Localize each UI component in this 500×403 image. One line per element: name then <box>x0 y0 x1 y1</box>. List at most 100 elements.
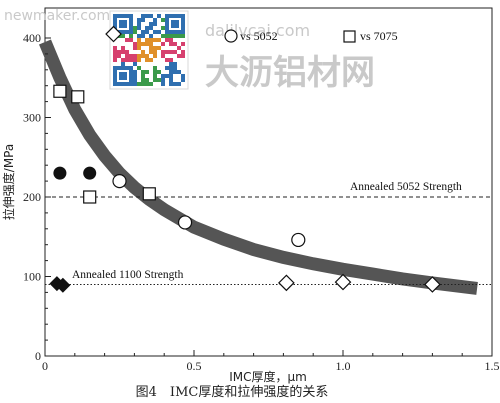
qr-module <box>149 22 153 26</box>
qr-module <box>117 54 121 58</box>
qr-module <box>125 54 129 58</box>
legend-label-5052: vs 5052 <box>240 29 278 43</box>
qr-module <box>169 62 173 66</box>
qr-module <box>141 42 145 46</box>
x-tick-label: 0 <box>42 359 48 373</box>
qr-module <box>157 30 161 34</box>
qr-module <box>137 54 141 58</box>
qr-module <box>169 50 173 54</box>
qr-module <box>169 82 173 86</box>
qr-module <box>113 50 117 54</box>
qr-module <box>121 58 125 62</box>
qr-module <box>161 74 165 78</box>
qr-module <box>161 50 165 54</box>
qr-module <box>137 46 141 50</box>
qr-module <box>141 82 145 86</box>
qr-module <box>125 50 129 54</box>
point-5052 <box>112 174 127 189</box>
qr-module <box>157 46 161 50</box>
y-tick-label: 0 <box>35 349 41 363</box>
qr-module <box>173 82 177 86</box>
point-filled-diamond <box>55 277 71 293</box>
qr-module <box>153 46 157 50</box>
qr-module <box>165 58 169 62</box>
qr-module <box>165 74 169 78</box>
qr-finder-core <box>171 20 179 28</box>
plot-frame <box>44 7 493 357</box>
qr-module <box>173 70 177 74</box>
legend-marker-7075 <box>343 30 356 43</box>
qr-module <box>121 50 125 54</box>
qr-module <box>173 50 177 54</box>
qr-module <box>165 38 169 42</box>
qr-module <box>181 74 185 78</box>
qr-module <box>113 46 117 50</box>
qr-module <box>177 46 181 50</box>
qr-module <box>157 38 161 42</box>
point-open-diamond <box>278 274 295 292</box>
qr-module <box>133 78 137 82</box>
qr-module <box>149 38 153 42</box>
qr-module <box>153 74 157 78</box>
qr-module <box>141 74 145 78</box>
qr-module <box>137 58 141 62</box>
x-tick-label: 1.0 <box>336 359 351 373</box>
ref-label-5052: Annealed 5052 Strength <box>350 181 462 193</box>
qr-module <box>141 78 145 82</box>
qr-module <box>161 54 165 58</box>
qr-module <box>141 50 145 54</box>
trend-band <box>38 39 478 295</box>
qr-module <box>133 58 137 62</box>
qr-module <box>169 66 173 70</box>
qr-module <box>125 38 129 42</box>
qr-module <box>153 30 157 34</box>
qr-module <box>149 42 153 46</box>
watermark-site: newmaker.com <box>4 8 110 24</box>
point-filled-circle <box>53 166 67 180</box>
x-tick-label: 1.5 <box>485 359 500 373</box>
qr-module <box>129 34 133 38</box>
watermark-brand: 大沥铝材网 <box>205 53 375 93</box>
qr-module <box>153 50 157 54</box>
qr-module <box>177 70 181 74</box>
qr-code-logo <box>109 10 189 90</box>
point-7075 <box>71 90 85 104</box>
point-open-diamond <box>105 25 122 43</box>
qr-module <box>149 26 153 30</box>
qr-module <box>157 78 161 82</box>
qr-module <box>137 42 141 46</box>
qr-module <box>177 34 181 38</box>
y-axis-ticks: 0 100 200 300 400 <box>23 31 51 363</box>
qr-module <box>133 82 137 86</box>
qr-module <box>145 26 149 30</box>
figure-caption: 图4 IMC厚度和拉伸强度的关系 <box>136 384 329 400</box>
qr-module <box>161 82 165 86</box>
qr-module <box>129 54 133 58</box>
point-7075 <box>142 187 156 201</box>
qr-module <box>173 34 177 38</box>
qr-module <box>149 50 153 54</box>
y-tick-label: 100 <box>23 270 41 284</box>
qr-module <box>181 78 185 82</box>
qr-module <box>141 34 145 38</box>
qr-module <box>145 30 149 34</box>
qr-module <box>161 18 165 22</box>
qr-module <box>161 78 165 82</box>
qr-module <box>149 82 153 86</box>
qr-module <box>153 66 157 70</box>
qr-module <box>169 70 173 74</box>
qr-module <box>145 70 149 74</box>
qr-module <box>161 26 165 30</box>
qr-module <box>149 34 153 38</box>
ref-label-1100: Annealed 1100 Strength <box>72 269 184 281</box>
qr-module <box>137 82 141 86</box>
qr-module <box>129 38 133 42</box>
qr-module <box>153 22 157 26</box>
qr-module <box>177 54 181 58</box>
qr-module <box>133 74 137 78</box>
qr-module <box>121 46 125 50</box>
x-tick-label: 0.5 <box>187 359 202 373</box>
qr-module <box>161 34 165 38</box>
qr-module <box>153 18 157 22</box>
